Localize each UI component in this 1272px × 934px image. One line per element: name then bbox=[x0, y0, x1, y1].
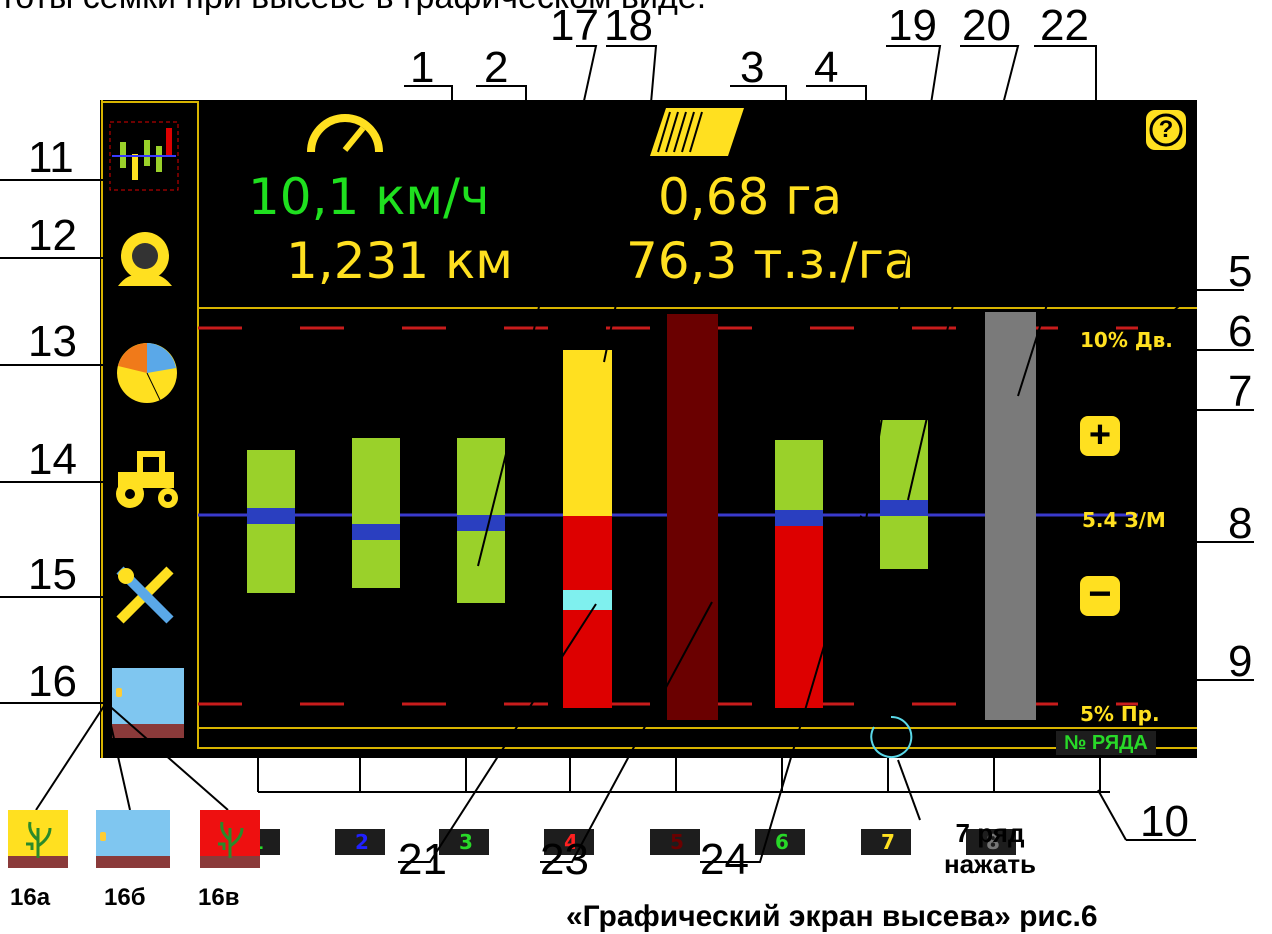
help-icon: ? bbox=[1158, 116, 1174, 143]
thumbnail-16a-label: 16а bbox=[10, 884, 51, 911]
help-button[interactable]: ? bbox=[1146, 110, 1186, 150]
pie-chart-icon[interactable] bbox=[112, 338, 182, 408]
row-1-setpoint bbox=[247, 508, 295, 524]
press-row-line2: нажать bbox=[943, 849, 1037, 880]
callout-22: 22 bbox=[1040, 1, 1089, 50]
field-area-icon bbox=[648, 104, 748, 160]
callout-13: 13 bbox=[28, 317, 77, 366]
row-cell-8[interactable] bbox=[966, 829, 1016, 855]
row-number-4[interactable]: 4 bbox=[564, 830, 578, 854]
callout-6: 6 bbox=[1228, 307, 1253, 356]
callout-8: 8 bbox=[1228, 499, 1253, 548]
row-number-7[interactable]: 7 bbox=[881, 830, 895, 854]
row-2-bar bbox=[352, 438, 400, 588]
thumbnail-16b bbox=[96, 810, 170, 868]
thumbnail-16a bbox=[8, 810, 68, 868]
callout-24: 24 bbox=[700, 835, 749, 884]
row-7-touch-circle bbox=[870, 715, 913, 758]
seed-spacing-value: 5.4 З/М bbox=[1082, 508, 1166, 532]
callout-4: 4 bbox=[814, 43, 839, 92]
row-cell-5[interactable] bbox=[650, 829, 700, 855]
press-row-annotation: 7 ряд нажать bbox=[930, 818, 1050, 880]
row-number-8[interactable]: 8 bbox=[986, 830, 1000, 854]
callout-9: 9 bbox=[1228, 637, 1253, 686]
row-4-bar-lower bbox=[563, 516, 612, 708]
callout-2: 2 bbox=[484, 43, 509, 92]
callout-5: 5 bbox=[1228, 247, 1253, 296]
row-number-2[interactable]: 2 bbox=[355, 830, 369, 854]
callout-3: 3 bbox=[740, 43, 765, 92]
callout-12: 12 bbox=[28, 211, 77, 260]
row-2-setpoint bbox=[352, 524, 400, 540]
plus-button[interactable]: + bbox=[1080, 414, 1120, 456]
sowing-screen: ? 10,1 км/ч 1,231 км 0,68 га 76,3 т.з./г… bbox=[100, 100, 1197, 855]
thumbnail-16c bbox=[200, 810, 260, 868]
row-number-3[interactable]: 3 bbox=[459, 830, 473, 854]
sunflower-icon[interactable] bbox=[112, 228, 178, 294]
tractor-icon[interactable] bbox=[112, 450, 182, 510]
callout-7: 7 bbox=[1228, 367, 1253, 416]
figure-caption: «Графический экран высева» рис.6 bbox=[566, 900, 1098, 933]
row-7-setpoint bbox=[880, 500, 928, 516]
tools-icon[interactable] bbox=[112, 562, 178, 628]
callout-16: 16 bbox=[28, 657, 77, 706]
plus-icon: + bbox=[1088, 414, 1112, 456]
row-8-bar bbox=[985, 312, 1036, 720]
row-cell-4[interactable] bbox=[544, 829, 594, 855]
row-number-6[interactable]: 6 bbox=[775, 830, 789, 854]
speedometer-icon bbox=[305, 106, 385, 158]
minus-icon: − bbox=[1088, 572, 1112, 616]
row-3-setpoint bbox=[457, 515, 505, 531]
callout-18: 18 bbox=[604, 1, 653, 50]
lower-limit-label: 5% Пр. bbox=[1080, 702, 1160, 726]
field-status-icon[interactable] bbox=[112, 668, 184, 738]
row-cell-7[interactable] bbox=[861, 829, 911, 855]
row-4-cyan-marker bbox=[563, 590, 612, 610]
callout-21: 21 bbox=[398, 835, 447, 884]
callout-20: 20 bbox=[962, 1, 1011, 50]
callout-14: 14 bbox=[28, 435, 77, 484]
callout-17: 17 bbox=[550, 1, 599, 50]
row-4-bar-upper bbox=[563, 350, 612, 516]
area-value: 0,68 га bbox=[658, 168, 843, 226]
minus-button[interactable]: − bbox=[1080, 572, 1120, 616]
callout-10: 10 bbox=[1140, 797, 1189, 846]
top-cropped-text: тоты семки при высеве в графическом виде… bbox=[0, 0, 1272, 26]
row-6-bar-upper bbox=[775, 440, 823, 510]
thumbnail-16b-label: 16б bbox=[104, 884, 146, 911]
callout-19: 19 bbox=[888, 1, 937, 50]
seeding-rate-value: 76,3 т.з./га bbox=[626, 232, 915, 290]
row-number-5[interactable]: 5 bbox=[670, 830, 684, 854]
thumbnail-16c-label: 16в bbox=[198, 884, 240, 911]
callout-11: 11 bbox=[28, 133, 74, 182]
speed-value: 10,1 км/ч bbox=[248, 168, 490, 226]
row-5-bar bbox=[667, 314, 718, 720]
distance-value: 1,231 км bbox=[286, 232, 513, 290]
row-cell-2[interactable] bbox=[335, 829, 385, 855]
callout-15: 15 bbox=[28, 550, 77, 599]
callout-1: 1 bbox=[410, 43, 435, 92]
callout-23: 23 bbox=[540, 835, 589, 884]
press-row-line1: 7 ряд bbox=[955, 818, 1025, 848]
upper-limit-label: 10% Дв. bbox=[1080, 328, 1173, 352]
row-header-label: № РЯДА bbox=[1056, 731, 1156, 755]
screen-frame-lines bbox=[101, 100, 1197, 758]
bar-chart-icon[interactable] bbox=[108, 120, 180, 192]
row-6-setpoint bbox=[775, 510, 823, 526]
